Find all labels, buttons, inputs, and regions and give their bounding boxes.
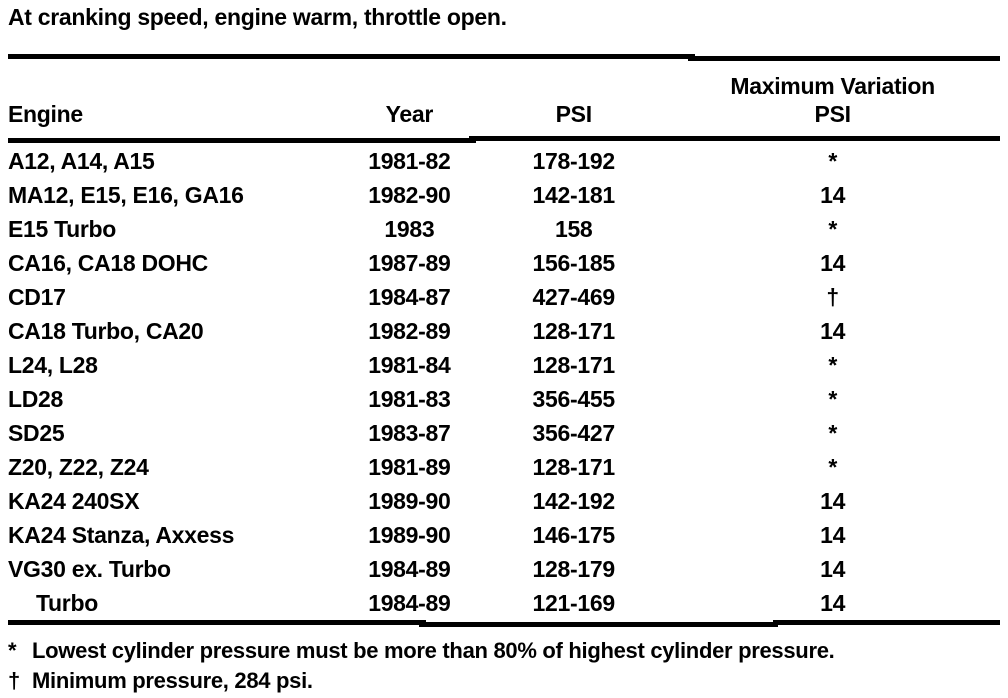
psi-cell: 146-175 <box>532 521 616 548</box>
table-row: A12, A14, A15 1981-82 178-192 * <box>6 144 1002 178</box>
table-row: Z20, Z22, Z24 1981-89 128-171 * <box>6 450 1002 484</box>
psi-cell: 128-171 <box>532 453 616 480</box>
engine-cell: MA12, E15, E16, GA16 <box>8 181 244 208</box>
table-row: KA24 Stanza, Axxess 1989-90 146-175 14 <box>6 518 1002 552</box>
table-row: L24, L28 1981-84 128-171 * <box>6 348 1002 382</box>
table-row: SD25 1983-87 356-427 * <box>6 416 1002 450</box>
footnote-text: Minimum pressure, 284 psi. <box>32 668 313 693</box>
max-variation-cell: * <box>828 351 837 378</box>
table-row: CA16, CA18 DOHC 1987-89 156-185 14 <box>6 246 1002 280</box>
max-variation-column-header: Maximum Variation PSI <box>663 72 1002 128</box>
year-cell: 1981-84 <box>368 351 451 378</box>
footnote: * Lowest cylinder pressure must be more … <box>8 636 1002 666</box>
table-header-row: Engine Year PSI Maximum Variation PSI <box>6 62 1002 136</box>
psi-cell: 427-469 <box>532 283 616 310</box>
engine-cell: VG30 ex. Turbo <box>8 555 171 582</box>
table-row: CA18 Turbo, CA20 1982-89 128-171 14 <box>6 314 1002 348</box>
engine-cell: KA24 Stanza, Axxess <box>8 521 235 548</box>
psi-cell: 356-427 <box>532 419 616 446</box>
psi-cell: 178-192 <box>532 147 616 174</box>
year-cell: 1989-90 <box>368 487 451 514</box>
engine-cell: CA16, CA18 DOHC <box>8 249 208 276</box>
engine-cell: Z20, Z22, Z24 <box>8 453 149 480</box>
engine-column-header: Engine <box>8 101 83 127</box>
psi-cell: 158 <box>554 215 593 242</box>
table-row: Turbo 1984-89 121-169 14 <box>6 586 1002 620</box>
max-variation-cell: 14 <box>820 555 846 582</box>
max-variation-header-line2: PSI <box>814 101 851 127</box>
psi-cell: 156-185 <box>532 249 616 276</box>
max-variation-cell: 14 <box>820 589 846 616</box>
psi-cell: 128-179 <box>532 555 616 582</box>
max-variation-cell: 14 <box>820 181 846 208</box>
year-cell: 1981-89 <box>368 453 451 480</box>
header-rule <box>6 136 1002 144</box>
year-cell: 1982-90 <box>368 181 451 208</box>
engine-cell: LD28 <box>8 385 64 412</box>
psi-cell: 128-171 <box>532 351 616 378</box>
year-cell: 1984-89 <box>368 555 451 582</box>
psi-cell: 142-192 <box>532 487 616 514</box>
max-variation-cell: * <box>828 453 837 480</box>
engine-cell: A12, A14, A15 <box>8 147 155 174</box>
max-variation-cell: † <box>826 283 839 310</box>
footnote: † Minimum pressure, 284 psi. <box>8 666 1002 696</box>
year-cell: 1982-89 <box>368 317 451 344</box>
year-cell: 1984-89 <box>368 589 451 616</box>
year-cell: 1981-82 <box>368 147 451 174</box>
engine-cell: Turbo <box>36 589 98 616</box>
engine-cell: SD25 <box>8 419 65 446</box>
table-body: A12, A14, A15 1981-82 178-192 * MA12, E1… <box>6 144 1002 620</box>
psi-cell: 128-171 <box>532 317 616 344</box>
max-variation-cell: * <box>828 147 837 174</box>
max-variation-cell: 14 <box>820 249 846 276</box>
year-cell: 1989-90 <box>368 521 451 548</box>
max-variation-cell: * <box>828 419 837 446</box>
year-column-header: Year <box>385 101 434 127</box>
max-variation-cell: * <box>828 385 837 412</box>
footnotes: * Lowest cylinder pressure must be more … <box>6 628 1002 696</box>
top-rule <box>6 54 1002 62</box>
year-cell: 1984-87 <box>368 283 451 310</box>
bottom-rule <box>6 620 1002 628</box>
max-variation-cell: 14 <box>820 487 846 514</box>
table-row: VG30 ex. Turbo 1984-89 128-179 14 <box>6 552 1002 586</box>
engine-cell: L24, L28 <box>8 351 98 378</box>
psi-cell: 142-181 <box>532 181 616 208</box>
engine-cell: CA18 Turbo, CA20 <box>8 317 204 344</box>
psi-cell: 356-455 <box>532 385 616 412</box>
footnote-marker: * <box>8 638 17 663</box>
year-cell: 1987-89 <box>368 249 451 276</box>
year-cell: 1983 <box>384 215 435 242</box>
table-row: KA24 240SX 1989-90 142-192 14 <box>6 484 1002 518</box>
table-row: MA12, E15, E16, GA16 1982-90 142-181 14 <box>6 178 1002 212</box>
table-row: E15 Turbo 1983 158 * <box>6 212 1002 246</box>
year-cell: 1983-87 <box>368 419 451 446</box>
table-row: LD28 1981-83 356-455 * <box>6 382 1002 416</box>
footnote-marker: † <box>8 668 20 693</box>
table-row: CD17 1984-87 427-469 † <box>6 280 1002 314</box>
max-variation-header-line1: Maximum Variation <box>730 73 935 99</box>
psi-cell: 121-169 <box>532 589 616 616</box>
engine-cell: CD17 <box>8 283 66 310</box>
max-variation-cell: * <box>828 215 837 242</box>
footnote-text: Lowest cylinder pressure must be more th… <box>32 638 835 663</box>
max-variation-cell: 14 <box>820 521 846 548</box>
max-variation-cell: 14 <box>820 317 846 344</box>
engine-cell: E15 Turbo <box>8 215 117 242</box>
psi-column-header: PSI <box>555 101 592 127</box>
engine-cell: KA24 240SX <box>8 487 140 514</box>
year-cell: 1981-83 <box>368 385 451 412</box>
table-caption: At cranking speed, engine warm, throttle… <box>8 4 507 30</box>
